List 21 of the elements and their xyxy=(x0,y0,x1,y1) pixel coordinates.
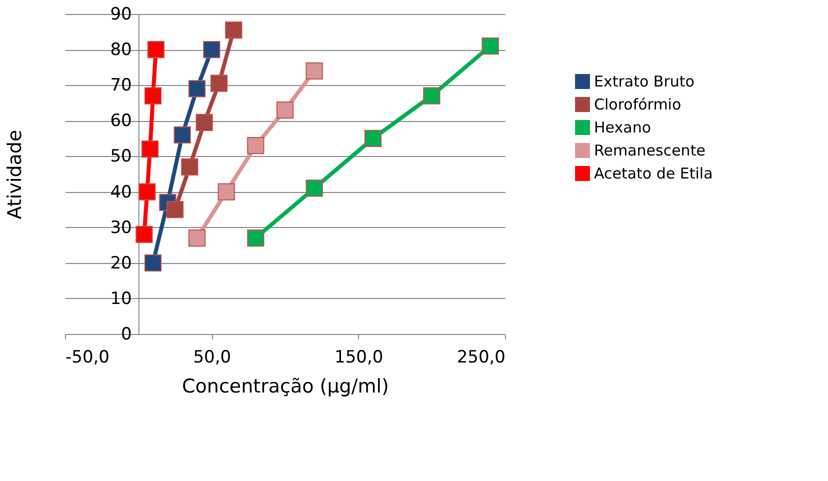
y-axis-title: Atividade xyxy=(4,130,26,220)
y-tick-label: 0 xyxy=(121,324,132,344)
y-tick-label: 80 xyxy=(110,40,132,60)
x-tick-label: 50,0 xyxy=(193,348,232,368)
legend-label: Hexano xyxy=(594,118,651,136)
legend-label: Extrato Bruto xyxy=(594,72,694,90)
legend-label: Acetato de Etila xyxy=(594,164,713,182)
legend-label: Remanescente xyxy=(594,142,706,160)
x-axis-title: Concentração (µg/ml) xyxy=(182,376,389,398)
y-tick-label: 20 xyxy=(110,253,132,274)
legend-label: Clorofórmio xyxy=(594,96,682,114)
y-tick-label: 70 xyxy=(110,76,132,96)
x-tick-label: -50,0 xyxy=(66,348,110,368)
y-tick-label: 60 xyxy=(110,111,132,132)
x-tick-label: 250,0 xyxy=(456,348,506,368)
y-tick-label: 10 xyxy=(110,288,132,309)
x-tick-label: 150,0 xyxy=(334,348,384,368)
y-tick-label: 30 xyxy=(110,218,132,238)
y-tick-label: 40 xyxy=(110,182,132,202)
y-tick-label: 50 xyxy=(110,146,132,167)
y-tick-label: 90 xyxy=(110,4,132,24)
